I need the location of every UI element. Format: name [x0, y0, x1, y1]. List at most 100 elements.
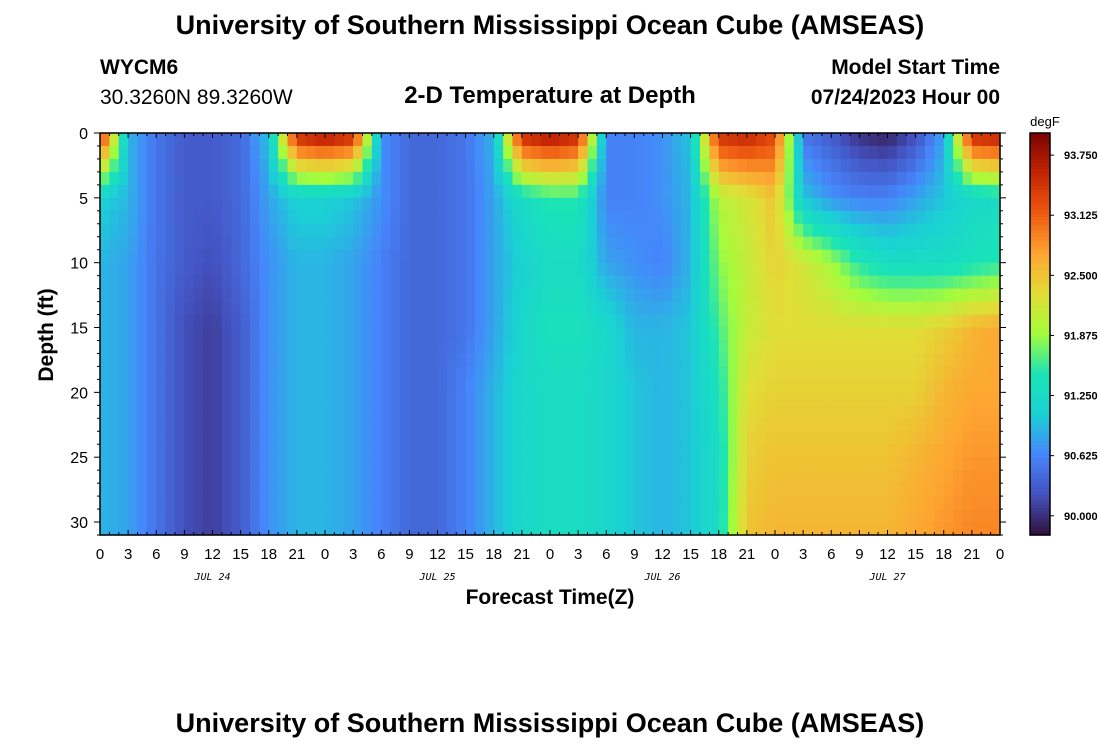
heatmap-cell [428, 444, 439, 458]
heatmap-cell [596, 327, 607, 342]
heatmap-cell [381, 379, 392, 393]
colorbar-segment [1030, 320, 1050, 325]
heatmap-cell [118, 522, 129, 536]
heatmap-cell [596, 444, 607, 458]
heatmap-cell [521, 133, 532, 147]
heatmap-cell [418, 314, 429, 329]
heatmap-cell [118, 444, 129, 458]
heatmap-cell [231, 262, 242, 277]
heatmap-cell [203, 249, 214, 264]
x-tick-label: 9 [180, 546, 188, 563]
heatmap-cell [184, 275, 195, 290]
heatmap-cell [100, 249, 110, 264]
heatmap-cell [606, 223, 617, 238]
heatmap-cell [100, 133, 110, 147]
heatmap-cell [334, 366, 345, 380]
heatmap-cell [362, 522, 373, 536]
heatmap-cell [475, 444, 485, 458]
heatmap-cell [465, 418, 476, 432]
heatmap-cell [550, 392, 560, 406]
heatmap-cell [446, 509, 457, 523]
heatmap-cell [718, 158, 729, 173]
heatmap-cell [784, 249, 795, 264]
heatmap-cell [437, 145, 448, 160]
heatmap-cell [362, 366, 373, 380]
heatmap-cell [587, 327, 598, 342]
heatmap-cell [128, 133, 139, 147]
heatmap-cell [503, 444, 514, 458]
heatmap-cell [146, 522, 157, 536]
heatmap-cell [896, 184, 907, 199]
heatmap-cell [587, 171, 598, 186]
heatmap-cell [878, 470, 889, 484]
heatmap-cell [109, 288, 120, 303]
heatmap-cell [371, 379, 382, 393]
heatmap-cell [606, 184, 617, 199]
heatmap-cell [428, 314, 439, 329]
heatmap-cell [728, 314, 739, 329]
axes: 0 3 6 9 12 15 18 21 0 3 6 9 12 15 18 21 0 3 6 9 12 15 18 21 0 3 6 9… [70, 126, 1006, 583]
heatmap-cell [671, 353, 682, 368]
heatmap-cell [793, 509, 804, 523]
heatmap-cell [821, 249, 832, 264]
heatmap-cell [343, 431, 354, 445]
heatmap-cell [634, 171, 645, 186]
heatmap-cell [671, 210, 682, 225]
heatmap-cell [962, 288, 973, 303]
colorbar-segment [1030, 277, 1050, 281]
heatmap-cell [662, 314, 673, 329]
heatmap-cell [381, 444, 392, 458]
heatmap-cell [728, 366, 739, 380]
x-tick-label: 18 [260, 546, 277, 563]
heatmap-cell [146, 353, 157, 368]
heatmap-cell [184, 210, 195, 225]
heatmap-cell [681, 496, 692, 510]
heatmap-cell [671, 327, 682, 342]
heatmap-cell [100, 171, 110, 186]
heatmap-cell [568, 314, 579, 329]
heatmap-cell [615, 509, 626, 523]
heatmap-cell [906, 457, 917, 471]
heatmap-cell [990, 366, 1001, 380]
colorbar-segment [1030, 494, 1050, 499]
heatmap-cell [390, 223, 401, 238]
heatmap-cell [146, 405, 157, 419]
heatmap-cell [643, 301, 654, 316]
heatmap-cell [943, 405, 954, 419]
heatmap-cell [643, 133, 654, 147]
heatmap-cell [831, 509, 842, 523]
heatmap-cell [231, 496, 242, 510]
x-tick-label: 12 [879, 546, 896, 563]
heatmap-cell [296, 444, 307, 458]
heatmap-cell [343, 223, 354, 238]
heatmap-cell [859, 392, 870, 406]
heatmap-cell [925, 366, 935, 380]
heatmap-cell [550, 314, 560, 329]
heatmap-cell [700, 158, 710, 173]
heatmap-cell [737, 133, 748, 147]
heatmap-cell [934, 158, 945, 173]
heatmap-cell [268, 431, 279, 445]
heatmap-cell [793, 470, 804, 484]
heatmap-cell [343, 275, 354, 290]
heatmap-cell [821, 444, 832, 458]
heatmap-cell [296, 262, 307, 277]
heatmap-cell [700, 405, 710, 419]
heatmap-cell [568, 184, 579, 199]
heatmap-cell [925, 340, 935, 355]
heatmap-cell [278, 379, 289, 393]
heatmap-cell [559, 223, 570, 238]
heatmap-cell [353, 262, 364, 277]
heatmap-cell [925, 470, 935, 484]
heatmap-cell [868, 431, 879, 445]
heatmap-cell [165, 133, 176, 147]
heatmap-cell [821, 327, 832, 342]
heatmap-cell [175, 288, 185, 303]
heatmap-cell [390, 483, 401, 497]
heatmap-cell [953, 197, 964, 212]
heatmap-cell [746, 133, 757, 147]
heatmap-cell [371, 288, 382, 303]
heatmap-cell [803, 405, 814, 419]
heatmap-cell [643, 288, 654, 303]
heatmap-cell [990, 288, 1001, 303]
